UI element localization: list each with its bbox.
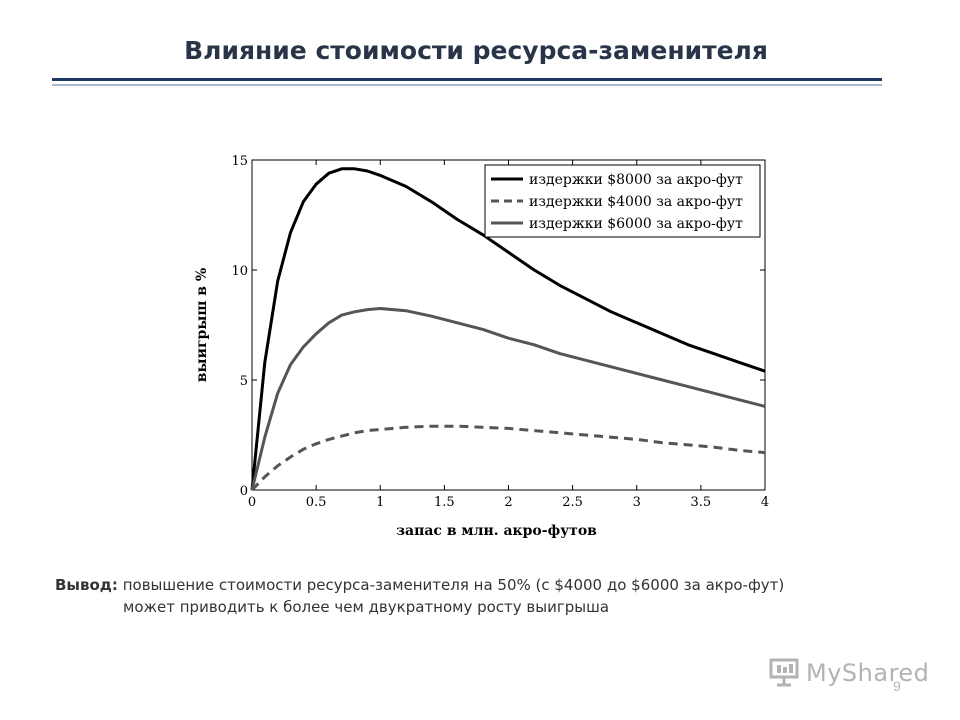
chart-container: 0 0.5 1 1.5 2 2.5 3 3.5 4 0 5 10 15 запас в млн. акро… <box>180 140 800 550</box>
series-line-1 <box>250 424 766 492</box>
conclusion-text-line1: повышение стоимости ресурса-заменителя н… <box>122 576 785 594</box>
legend-box <box>484 164 761 238</box>
y-tick-label: 0 <box>240 484 248 499</box>
x-tick-label: 0.5 <box>306 495 327 510</box>
title-divider-shadow <box>52 84 882 86</box>
presentation-icon <box>769 658 799 687</box>
x-tick-label: 4 <box>761 495 769 510</box>
conclusion-label: Вывод: <box>55 576 118 594</box>
legend-label-1: издержки $4000 за акро-фут <box>529 194 743 210</box>
conclusion-block: Вывод: повышение стоимости ресурса-замен… <box>55 574 915 618</box>
x-tick-label: 2.5 <box>562 495 583 510</box>
watermark-logo: MyShared <box>768 655 930 695</box>
series-line-2 <box>250 307 766 491</box>
y-axis-label: выигрыш в % <box>194 268 210 382</box>
line-chart: 0 0.5 1 1.5 2 2.5 3 3.5 4 0 5 10 15 запас в млн. акро… <box>194 154 769 539</box>
x-tick-label: 3 <box>633 495 641 510</box>
x-tick-label: 1 <box>376 495 384 510</box>
x-tick-label: 3.5 <box>691 495 712 510</box>
x-tick-label: 1.5 <box>434 495 455 510</box>
x-axis-label: запас в млн. акро-футов <box>396 523 597 539</box>
legend-label-2: издержки $6000 за акро-фут <box>529 216 743 232</box>
title-divider <box>52 78 882 81</box>
y-tick-label: 10 <box>231 264 248 279</box>
y-tick-label: 15 <box>231 154 248 169</box>
slide-title: Влияние стоимости ресурса-заменителя <box>184 36 768 65</box>
x-tick-label: 0 <box>248 495 256 510</box>
legend-label-0: издержки $8000 за акро-фут <box>529 172 743 188</box>
page-number: 9 <box>893 678 901 694</box>
y-tick-label: 5 <box>240 374 248 389</box>
watermark-text: MyShared <box>806 659 930 687</box>
x-tick-label: 2 <box>504 495 512 510</box>
series-line-0 <box>250 167 766 491</box>
conclusion-text-line2: может приводить к более чем двукратному … <box>123 598 610 616</box>
